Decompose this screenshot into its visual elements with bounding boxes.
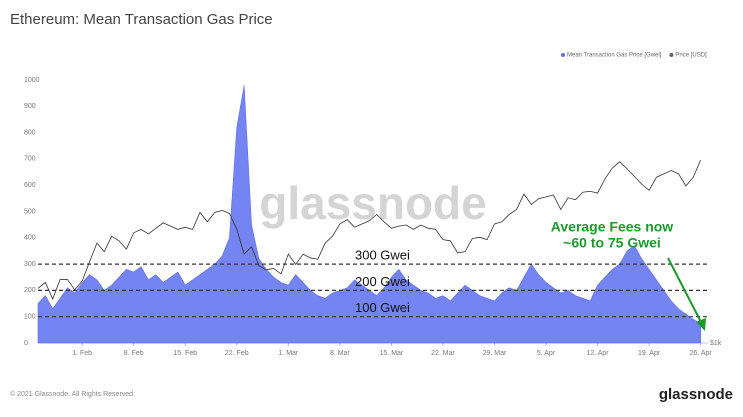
x-tick-label: 22. Feb	[225, 350, 249, 357]
x-tick-label: 5. Apr	[537, 350, 556, 357]
annotation-text: Average Fees now	[551, 219, 674, 235]
x-tick-label: 15. Feb	[173, 350, 197, 357]
x-tick-label: 15. Mar	[380, 350, 404, 357]
y-tick-label: 900	[24, 103, 36, 110]
annotation-arrow	[667, 257, 702, 323]
gas-area	[37, 85, 701, 344]
y-tick-label: 800	[24, 129, 36, 136]
reference-label: 100 Gwei	[355, 300, 410, 315]
chart-title: Ethereum: Mean Transaction Gas Price	[10, 11, 273, 28]
y-tick-label: 600	[24, 182, 36, 189]
y-tick-label: 300	[24, 261, 36, 268]
price-line	[37, 159, 702, 301]
x-tick-label: 1. Mar	[278, 350, 299, 357]
x-tick-label: 22. Mar	[431, 350, 455, 357]
y-tick-label: 0	[24, 340, 28, 347]
y-tick-label: 700	[24, 156, 36, 163]
x-tick-label: 26. Apr	[690, 350, 713, 357]
x-tick-label: 8. Feb	[124, 350, 144, 357]
legend-swatch	[561, 53, 565, 57]
watermark: glassnode	[259, 177, 487, 229]
legend-label: Mean Transaction Gas Price [Gwei]	[567, 53, 662, 59]
x-tick-label: 12. Apr	[586, 350, 609, 357]
y-tick-label: 1000	[24, 77, 40, 84]
y-tick-label: 400	[24, 235, 36, 242]
reference-label: 200 Gwei	[355, 274, 410, 289]
y-tick-label: 200	[24, 287, 36, 294]
legend-swatch	[669, 53, 674, 57]
annotation-text: ~60 to 75 Gwei	[563, 235, 661, 251]
arrow-head	[696, 318, 706, 331]
y2-tick-label: $1k	[710, 340, 722, 347]
reference-label: 300 Gwei	[355, 248, 410, 263]
y-tick-label: 100	[24, 314, 36, 321]
x-tick-label: 1. Feb	[72, 350, 92, 357]
x-tick-label: 19. Apr	[638, 350, 661, 357]
legend-label: Price [USD]	[675, 53, 707, 59]
logo: glassnode	[659, 386, 733, 403]
footer: © 2021 Glassnode. All Rights Reserved.	[10, 390, 135, 398]
x-tick-label: 8. Mar	[330, 350, 351, 357]
y-tick-label: 500	[24, 208, 36, 215]
x-tick-label: 29. Mar	[483, 350, 507, 357]
